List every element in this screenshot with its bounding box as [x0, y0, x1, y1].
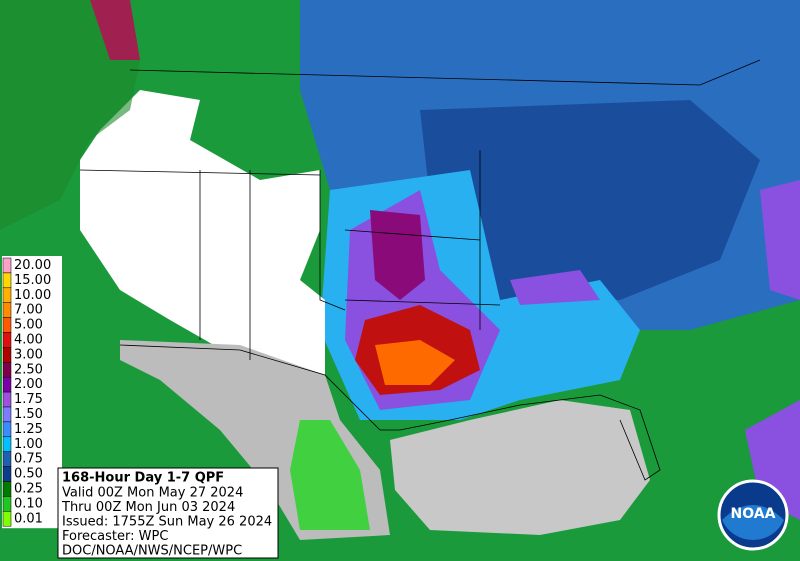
legend-label: 2.50 — [14, 362, 43, 377]
legend-swatch — [2, 347, 12, 363]
legend-swatch — [2, 257, 12, 274]
gulf-of-mexico — [390, 400, 650, 535]
legend-label: 3.00 — [14, 347, 43, 362]
rain-region — [510, 270, 600, 305]
legend-swatch — [2, 436, 12, 452]
rain-region — [0, 0, 140, 230]
info-line: Forecaster: WPC — [62, 529, 168, 544]
legend-label: 0.01 — [14, 511, 43, 526]
rain-region — [420, 100, 760, 300]
legend-label: 10.00 — [14, 288, 51, 303]
info-box — [57, 467, 279, 559]
dry-region — [80, 90, 325, 375]
logo-text: NOAA — [731, 506, 776, 522]
legend-label: 2.00 — [14, 377, 43, 392]
info-line: Thru 00Z Mon Jun 03 2024 — [61, 500, 235, 515]
info-line: Issued: 1755Z Sun May 26 2024 — [62, 515, 272, 530]
legend-swatch — [2, 287, 12, 303]
legend-background — [2, 256, 62, 529]
legend-swatch — [2, 362, 12, 378]
boundaries — [79, 59, 761, 481]
legend-swatch — [2, 317, 12, 333]
legend-label: 1.75 — [14, 392, 43, 407]
legend-label: 7.00 — [14, 303, 43, 318]
legend-label: 1.50 — [14, 407, 43, 422]
rain-region — [375, 340, 455, 385]
legend-swatch — [2, 496, 12, 512]
legend-label: 0.50 — [14, 467, 43, 482]
rain-region — [760, 180, 800, 300]
legend-swatch — [2, 466, 12, 482]
legend-swatch — [2, 421, 12, 438]
legend-label: 1.00 — [14, 437, 43, 452]
legend-swatch — [2, 451, 12, 467]
legend-label: 1.25 — [14, 422, 43, 437]
legend-label: 5.00 — [14, 318, 43, 333]
legend-label: 20.00 — [14, 258, 51, 273]
legend-swatch — [2, 481, 12, 497]
legend: 20.0015.0010.007.005.004.003.002.502.001… — [2, 256, 62, 529]
info-line: Valid 00Z Mon May 27 2024 — [62, 486, 243, 501]
coastline — [399, 394, 661, 481]
legend-label: 15.00 — [14, 273, 51, 288]
legend-label: 0.10 — [14, 496, 43, 511]
legend-swatch — [2, 406, 12, 423]
legend-swatch — [2, 302, 12, 318]
info-title: 168-Hour Day 1-7 QPF — [62, 471, 224, 486]
legend-label: 0.75 — [14, 452, 43, 467]
border-line — [119, 344, 400, 431]
rain-region — [290, 420, 370, 530]
legend-label: 4.00 — [14, 332, 43, 347]
border-line — [129, 59, 761, 86]
state-line — [79, 169, 321, 360]
legend-swatch — [2, 272, 12, 289]
rain-region — [90, 0, 140, 60]
legend-swatch — [2, 511, 12, 527]
legend-swatch — [2, 391, 12, 408]
legend-label: 0.25 — [14, 481, 43, 496]
legend-swatch — [2, 332, 12, 348]
state-line — [319, 150, 501, 330]
logo-wave — [722, 505, 784, 541]
info-line: DOC/NOAA/NWS/NCEP/WPC — [62, 544, 242, 559]
legend-swatch — [2, 376, 12, 393]
